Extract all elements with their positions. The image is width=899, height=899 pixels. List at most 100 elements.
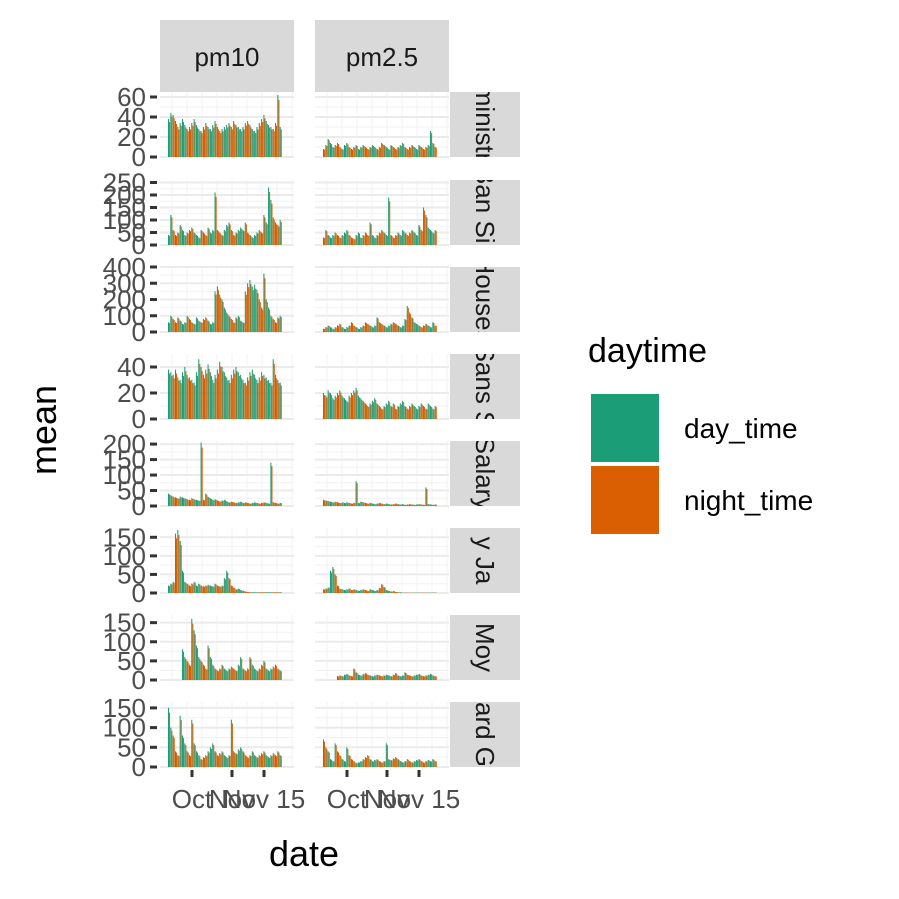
bar-day-pm2.5-7-17 <box>362 759 364 767</box>
bar-night-pm10-6-24 <box>224 669 226 680</box>
bar-day-pm2.5-1-25 <box>381 230 383 245</box>
bar-day-pm2.5-2-12 <box>350 322 352 332</box>
bar-night-pm10-5-35 <box>250 592 252 593</box>
bar-night-pm10-2-12 <box>196 318 199 332</box>
bar-day-pm2.5-7-9 <box>343 761 345 767</box>
bar-night-pm2.5-5-22 <box>375 590 377 593</box>
bar-night-pm10-7-37 <box>255 756 257 767</box>
bar-day-pm2.5-3-43 <box>423 406 425 419</box>
bar-day-pm2.5-4-24 <box>378 502 380 506</box>
bar-night-pm2.5-4-46 <box>431 504 433 506</box>
bar-night-pm10-5-21 <box>217 586 219 593</box>
bar-night-pm10-5-30 <box>238 588 240 593</box>
bar-day-pm2.5-5-32 <box>397 592 399 593</box>
bar-day-pm2.5-0-0 <box>323 149 325 157</box>
x-tick-label-0-1: Nov <box>209 784 255 814</box>
bar-day-pm2.5-7-47 <box>432 759 434 767</box>
y-tick-label-0-1: 20 <box>117 122 146 152</box>
bar-day-pm2.5-3-1 <box>325 395 327 419</box>
bar-night-pm2.5-3-8 <box>342 397 344 419</box>
bar-day-pm10-2-30 <box>237 315 239 332</box>
bar-day-pm10-3-25 <box>226 377 228 419</box>
bar-day-pm2.5-1-39 <box>413 232 415 245</box>
bar-day-pm2.5-0-34 <box>402 143 404 157</box>
bar-night-pm10-5-3 <box>176 538 178 593</box>
bar-night-pm10-2-33 <box>245 294 247 332</box>
bar-night-pm10-2-26 <box>229 317 231 332</box>
bar-night-pm2.5-0-47 <box>433 144 435 157</box>
bar-night-pm2.5-3-38 <box>412 404 414 419</box>
bar-night-pm2.5-5-13 <box>354 589 356 593</box>
bar-day-pm10-5-3 <box>174 533 177 593</box>
bar-day-pm10-7-48 <box>279 755 281 767</box>
bar-night-pm10-0-35 <box>250 127 252 157</box>
bar-day-pm10-3-13 <box>198 359 200 419</box>
panel-5-1 <box>315 528 449 593</box>
bar-night-pm2.5-2-31 <box>396 324 398 332</box>
bar-night-pm10-7-5 <box>180 719 182 767</box>
strip-row-0 <box>450 92 520 157</box>
bar-night-pm2.5-2-2 <box>328 326 330 332</box>
bar-night-pm10-4-42 <box>266 503 268 506</box>
bar-night-pm10-6-37 <box>255 669 257 680</box>
bar-day-pm2.5-2-31 <box>395 323 397 332</box>
bar-night-pm10-5-45 <box>273 592 275 593</box>
bar-night-pm10-7-17 <box>208 752 210 767</box>
bar-day-pm2.5-4-43 <box>423 504 425 506</box>
bar-night-pm10-4-28 <box>234 502 236 506</box>
bar-night-pm2.5-3-1 <box>326 397 328 419</box>
bar-night-pm2.5-4-15 <box>358 503 360 506</box>
bar-night-pm2.5-4-42 <box>421 504 423 506</box>
bar-day-pm2.5-1-30 <box>392 237 394 245</box>
bar-day-pm2.5-4-14 <box>355 481 357 506</box>
bar-night-pm2.5-7-26 <box>384 761 386 767</box>
bar-night-pm2.5-4-6 <box>338 502 340 506</box>
bar-day-pm10-3-23 <box>221 367 223 419</box>
bar-night-pm2.5-2-27 <box>386 327 388 332</box>
bar-night-pm10-4-18 <box>210 498 212 506</box>
bar-day-pm10-3-33 <box>244 382 246 419</box>
bar-day-pm10-1-6 <box>181 230 184 245</box>
bar-night-pm10-1-9 <box>189 231 192 245</box>
bar-day-pm10-7-35 <box>249 755 251 767</box>
bar-day-pm2.5-3-39 <box>413 406 415 419</box>
bar-day-pm2.5-2-39 <box>413 322 415 332</box>
bar-day-pm10-3-26 <box>228 380 230 419</box>
bar-day-pm10-3-18 <box>209 372 211 419</box>
bar-night-pm10-7-32 <box>243 752 245 767</box>
bar-day-pm2.5-5-22 <box>374 590 376 593</box>
bar-day-pm10-7-22 <box>219 753 221 767</box>
bar-day-pm2.5-0-13 <box>353 147 355 157</box>
bar-day-pm10-4-38 <box>256 502 258 506</box>
bar-day-pm10-5-33 <box>244 591 246 593</box>
bar-night-pm2.5-2-3 <box>331 327 333 332</box>
bar-night-pm10-6-19 <box>213 665 215 680</box>
bar-night-pm10-0-29 <box>236 127 238 157</box>
y-tick-label-4-4: 200 <box>103 429 146 459</box>
bar-day-pm10-7-11 <box>193 743 195 767</box>
bar-night-pm2.5-6-24 <box>379 675 381 680</box>
bar-day-pm10-7-12 <box>195 751 197 767</box>
bar-night-pm2.5-0-18 <box>365 147 367 157</box>
bar-night-pm10-0-0 <box>169 122 171 157</box>
bar-night-pm10-4-31 <box>241 502 243 506</box>
bar-day-pm2.5-4-11 <box>348 502 350 506</box>
bar-day-pm2.5-5-28 <box>388 590 390 593</box>
bar-day-pm10-0-4 <box>177 127 179 157</box>
bar-night-pm10-1-22 <box>220 233 222 245</box>
bar-day-pm10-0-10 <box>191 123 193 157</box>
bar-night-pm2.5-7-33 <box>400 761 402 767</box>
bar-day-pm10-7-27 <box>230 719 232 767</box>
bar-night-pm10-6-48 <box>280 671 282 680</box>
bar-day-pm10-1-13 <box>198 237 200 245</box>
bar-day-pm10-6-19 <box>212 664 214 680</box>
x-tick-label-1-2: Nov 15 <box>378 784 460 814</box>
bar-night-pm2.5-6-36 <box>407 675 409 680</box>
bar-day-pm2.5-4-25 <box>381 503 383 506</box>
bar-night-pm2.5-4-10 <box>347 502 349 506</box>
bar-day-pm2.5-7-26 <box>383 761 385 767</box>
bar-day-pm2.5-3-5 <box>334 395 336 419</box>
bar-day-pm2.5-5-4 <box>332 567 334 593</box>
bar-night-pm10-6-8 <box>187 662 189 680</box>
bar-night-pm10-0-6 <box>183 122 185 157</box>
